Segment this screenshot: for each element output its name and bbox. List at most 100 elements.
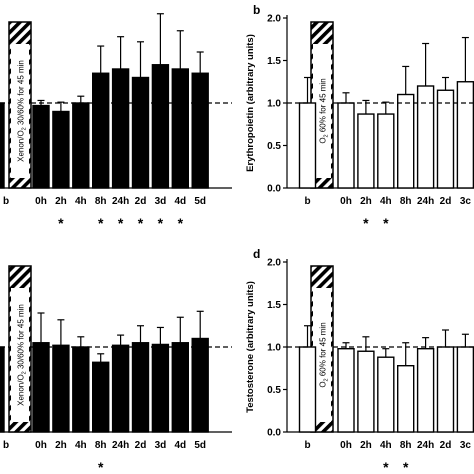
significance-star: * xyxy=(98,459,104,474)
significance-star: * xyxy=(383,215,389,231)
x-tick-label: 2d xyxy=(440,440,452,451)
bar-2h xyxy=(52,110,70,189)
y-tick-label: 1.0 xyxy=(267,343,281,354)
x-tick-label: b xyxy=(304,440,310,451)
x-tick-label: 3c xyxy=(460,440,472,451)
x-tick-label: 8h xyxy=(400,440,412,451)
y-tick-label: 0.0 xyxy=(267,184,281,195)
bar-2d xyxy=(436,346,455,433)
bar-8h xyxy=(397,93,415,189)
x-tick-label: 24h xyxy=(417,196,434,207)
bar-3d xyxy=(151,343,170,433)
significance-star: * xyxy=(403,459,409,474)
bar-0h xyxy=(337,102,355,189)
x-tick-label: 3c xyxy=(460,196,472,207)
significance-star: * xyxy=(118,215,124,231)
panel-letter: d xyxy=(253,247,260,261)
x-tick-label: 2d xyxy=(440,196,452,207)
x-tick-label: 8h xyxy=(400,196,412,207)
x-tick-label: 3d xyxy=(155,440,167,451)
x-tick-label: 24h xyxy=(417,440,434,451)
x-tick-label: 2d xyxy=(135,196,147,207)
bar-2d xyxy=(131,76,150,189)
bar-b xyxy=(0,102,5,189)
x-tick-label: 4h xyxy=(75,196,87,207)
x-tick-label: 4d xyxy=(174,196,186,207)
x-tick-label: 2h xyxy=(360,440,372,451)
bar-2d xyxy=(436,89,455,189)
x-tick-label: 4h xyxy=(380,440,392,451)
panel-letter: b xyxy=(253,3,260,17)
bar-4d xyxy=(171,342,190,433)
bar-3c xyxy=(456,346,474,433)
intervention-label: Xenon/O2 30/60% for 45 min xyxy=(17,60,28,162)
bar-8h xyxy=(91,72,110,189)
bar-24h xyxy=(416,348,435,433)
intervention-label-subscript: 2 xyxy=(324,134,330,137)
x-tick-label: 3d xyxy=(155,196,167,207)
significance-star: * xyxy=(98,215,104,231)
bar-24h xyxy=(111,68,130,189)
x-tick-label: b xyxy=(304,196,310,207)
intervention-label-part: O xyxy=(319,137,328,143)
x-tick-label: b xyxy=(3,196,9,207)
x-tick-label: 5d xyxy=(194,440,206,451)
intervention-label-part: 60% for 45 min xyxy=(319,322,328,378)
bar-4h xyxy=(377,356,395,433)
bar-0h xyxy=(337,348,355,433)
intervention-label-subscript: 2 xyxy=(22,371,28,374)
x-tick-label: 0h xyxy=(340,440,352,451)
x-tick-label: 2h xyxy=(55,196,67,207)
y-axis-label: Erythropoietin (arbitrary units) xyxy=(245,34,256,172)
bar-3d xyxy=(151,64,170,189)
bar-24h xyxy=(416,85,435,189)
intervention-label-part: 60% for 45 min xyxy=(319,78,328,134)
y-tick-label: 2.0 xyxy=(267,258,281,269)
intervention-label-subscript: 2 xyxy=(324,378,330,381)
bar-0h xyxy=(32,104,50,189)
intervention-label-part: 30/60% for 45 min xyxy=(17,304,26,371)
panel-d: 0.0 0.5 1.0 1.5 2.0 Testosterone (arbitrary u… xyxy=(245,247,474,474)
bar-8h xyxy=(91,361,110,433)
bar-0h xyxy=(32,342,50,433)
y-tick-label: 1.0 xyxy=(267,99,281,110)
y-axis-label: Testosterone (arbitrary units) xyxy=(245,281,256,413)
intervention-label-part: O xyxy=(319,381,328,387)
y-tick-label: 0.0 xyxy=(267,428,281,439)
x-tick-label: 0h xyxy=(340,196,352,207)
intervention-label-bg xyxy=(11,288,29,422)
y-tick-label: 1.5 xyxy=(267,56,281,67)
bar-b xyxy=(298,102,317,189)
intervention-label-bg xyxy=(313,44,331,178)
intervention-label-bg xyxy=(313,288,331,422)
y-tick-label: 0.5 xyxy=(267,385,281,396)
bar-2d xyxy=(131,342,150,433)
significance-star: * xyxy=(138,215,144,231)
bar-4h xyxy=(72,346,90,433)
significance-star: * xyxy=(363,215,369,231)
significance-star: * xyxy=(178,215,184,231)
intervention-label-part: Xenon/O xyxy=(17,374,26,406)
bar-2h xyxy=(52,344,70,433)
significance-star: * xyxy=(383,459,389,474)
x-tick-label: 2h xyxy=(360,196,372,207)
intervention-label: Xenon/O2 30/60% for 45 min xyxy=(17,304,28,406)
bar-24h xyxy=(111,344,130,433)
bar-4d xyxy=(171,68,190,189)
panel-b: 0.0 0.5 1.0 1.5 2.0 Erythropoietin (arbitrary… xyxy=(245,3,474,231)
y-tick-label: 0.5 xyxy=(267,141,281,152)
x-tick-label: 4d xyxy=(174,440,186,451)
bar-b xyxy=(0,346,5,433)
bar-b xyxy=(298,346,317,433)
intervention-label: O2 60% for 45 min xyxy=(319,322,330,387)
x-tick-label: 24h xyxy=(112,440,129,451)
intervention-label-bg xyxy=(11,44,29,178)
bar-4h xyxy=(72,102,90,189)
intervention-label-part: 30/60% for 45 min xyxy=(17,60,26,127)
x-tick-label: 0h xyxy=(35,440,47,451)
x-tick-label: 4h xyxy=(380,196,392,207)
x-tick-label: 24h xyxy=(112,196,129,207)
bar-5d xyxy=(191,72,209,189)
intervention-label-subscript: 2 xyxy=(22,127,28,130)
